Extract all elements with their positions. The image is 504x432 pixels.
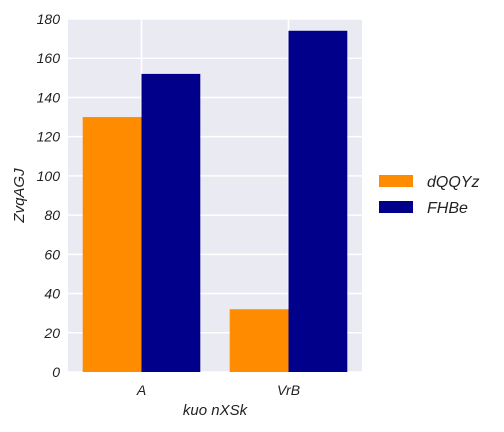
bar-FHBe-VrB bbox=[288, 30, 348, 373]
x-tick-label: VrB bbox=[277, 382, 300, 398]
y-axis-ticks: 0 20 40 60 80 100 120 140 160 180 bbox=[37, 11, 61, 380]
x-axis-ticks: A VrB bbox=[136, 382, 300, 398]
x-axis-label: kuo nXSk bbox=[183, 402, 249, 419]
bar-dQQYz-A bbox=[82, 117, 142, 372]
y-tick-label: 100 bbox=[37, 168, 61, 184]
y-tick-label: 140 bbox=[37, 89, 61, 105]
legend-swatch-dQQYz bbox=[379, 175, 413, 187]
y-axis-label: ZvqAGJ bbox=[11, 168, 28, 224]
y-tick-label: 180 bbox=[37, 11, 61, 27]
y-tick-label: 120 bbox=[37, 129, 61, 145]
y-tick-label: 0 bbox=[52, 364, 60, 380]
bars bbox=[82, 30, 348, 373]
bar-dQQYz-VrB bbox=[229, 309, 289, 372]
x-tick-label: A bbox=[136, 382, 146, 398]
legend-label: FHBe bbox=[427, 200, 468, 217]
legend-swatch-FHBe bbox=[379, 201, 413, 213]
bar-FHBe-A bbox=[141, 73, 201, 373]
y-tick-label: 40 bbox=[44, 286, 60, 302]
legend-label: dQQYz bbox=[427, 174, 479, 191]
y-tick-label: 160 bbox=[37, 50, 61, 66]
y-tick-label: 20 bbox=[43, 325, 60, 341]
legend: dQQYz FHBe bbox=[379, 174, 479, 217]
y-tick-label: 60 bbox=[44, 246, 60, 262]
y-tick-label: 80 bbox=[44, 207, 60, 223]
